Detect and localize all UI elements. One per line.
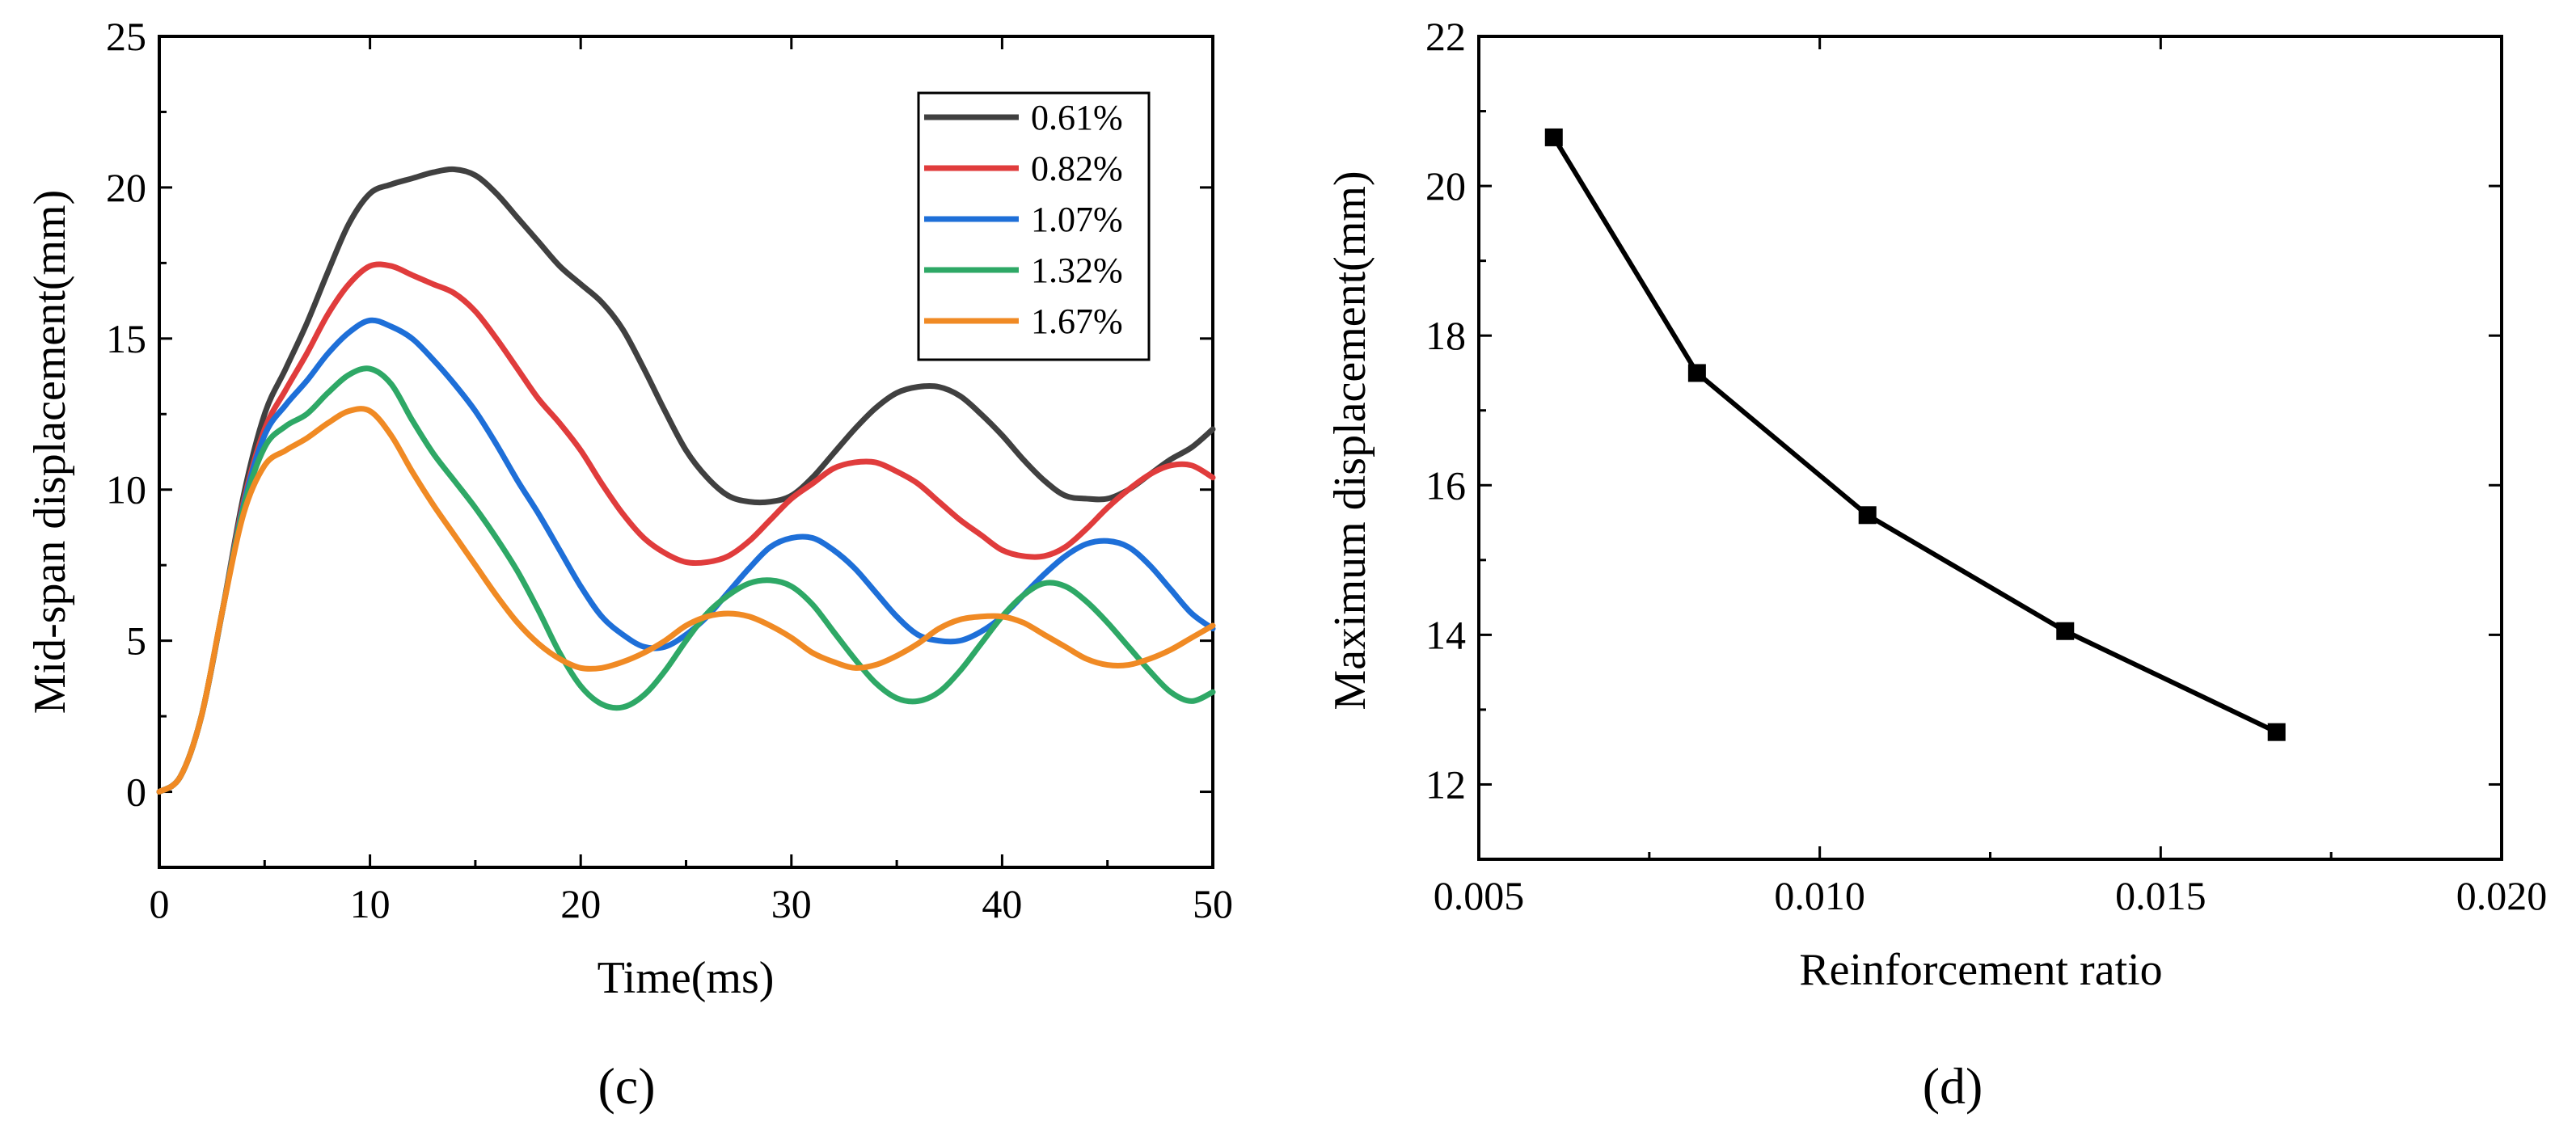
- y-tick-label-c: 10: [106, 467, 146, 512]
- x-tick-label-c: 50: [1193, 881, 1233, 926]
- x-axis-label-c: Time(ms): [598, 953, 775, 1003]
- x-tick-label-d: 0.015: [2115, 873, 2206, 918]
- y-tick-label-d: 22: [1425, 14, 1466, 59]
- y-tick-label-c: 20: [106, 165, 146, 210]
- x-axis-label-d: Reinforcement ratio: [1799, 945, 2162, 995]
- plot-frame-d: [1477, 35, 2503, 861]
- series-line-max-displacement: [1552, 136, 2278, 735]
- series-line-1.67%: [156, 406, 1216, 795]
- legend-label: 1.07%: [1031, 200, 1123, 239]
- legend-c: 0.61% 0.82% 1.07% 1.32% 1.67%: [917, 91, 1151, 361]
- x-tick-label-d: 0.010: [1774, 873, 1865, 918]
- y-tick-label-d: 14: [1425, 612, 1466, 657]
- x-tick-label-d: 0.020: [2456, 873, 2548, 918]
- axis-ticks-c: 0 10 20 30 40 50 0 5 10 15 20 25: [106, 14, 1233, 926]
- x-tick-label-d: 0.005: [1434, 873, 1525, 918]
- series-line-1.32%: [156, 365, 1216, 795]
- x-tick-label-c: 0: [150, 881, 170, 926]
- y-tick-label-c: 5: [126, 618, 146, 664]
- data-point-marker: [1858, 506, 1877, 525]
- y-axis-label-c: Mid-span displacement(mm): [25, 190, 75, 715]
- legend-box-c: [917, 91, 1151, 361]
- x-tick-label-c: 20: [560, 881, 601, 926]
- y-tick-label-c: 25: [106, 14, 146, 59]
- axis-ticks-d: 0.005 0.010 0.015 0.020 12 14 16 18 20 22: [1425, 14, 2547, 918]
- data-point-marker: [2056, 622, 2075, 640]
- x-tick-label-c: 10: [350, 881, 391, 926]
- legend-label: 1.67%: [1031, 302, 1123, 341]
- panel-label-c: (c): [598, 1057, 655, 1115]
- series-lines-d: [1544, 128, 2286, 741]
- y-tick-label-c: 15: [106, 316, 146, 361]
- y-tick-label-c: 0: [126, 770, 146, 815]
- chart-panel-d: 0.005 0.010 0.015 0.020 12 14 16 18 20 22 Reinfor…: [1325, 14, 2547, 1115]
- data-point-marker: [2267, 723, 2286, 741]
- legend-label: 1.32%: [1031, 251, 1123, 290]
- series-line-0.82%: [156, 261, 1216, 795]
- series-line-1.07%: [156, 317, 1216, 795]
- x-tick-label-c: 40: [982, 881, 1022, 926]
- legend-label: 0.82%: [1031, 149, 1123, 188]
- data-point-marker: [1687, 364, 1706, 382]
- series-lines-c: [156, 166, 1216, 795]
- y-tick-label-d: 16: [1425, 462, 1466, 508]
- panel-label-d: (d): [1923, 1057, 1983, 1115]
- y-tick-label-d: 20: [1425, 163, 1466, 209]
- chart-panel-c: 0 10 20 30 40 50 0 5 10 15 20 25 0.61% 0.82% 1.07% 1.3…: [25, 14, 1233, 1115]
- x-tick-label-c: 30: [771, 881, 812, 926]
- data-point-marker: [1544, 128, 1563, 146]
- y-axis-label-d: Maximum displacement(mm): [1325, 171, 1375, 710]
- series-line-0.61%: [156, 166, 1216, 795]
- y-tick-label-d: 12: [1425, 761, 1466, 807]
- y-tick-label-d: 18: [1425, 313, 1466, 358]
- legend-label: 0.61%: [1031, 98, 1123, 137]
